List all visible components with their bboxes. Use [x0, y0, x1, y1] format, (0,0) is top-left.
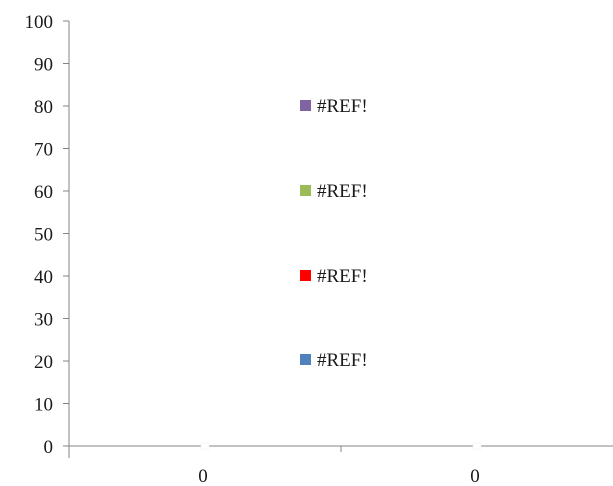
- y-tick-label: 20: [34, 352, 53, 373]
- y-tick-label: 70: [34, 140, 53, 161]
- legend-swatch: [300, 185, 311, 196]
- y-tick-label: 0: [44, 437, 54, 458]
- y-tick-label: 10: [34, 395, 53, 416]
- legend-label: #REF!: [317, 266, 368, 287]
- y-axis: 0 10 20 30 40 50 60 70 80 90 100: [25, 12, 70, 458]
- y-tick-label: 100: [25, 12, 54, 33]
- data-point-marker: [200, 442, 210, 450]
- y-tick-label: 40: [34, 267, 53, 288]
- data-point-marker: [472, 442, 482, 450]
- y-tick-label: 60: [34, 182, 53, 203]
- legend-swatch: [300, 354, 311, 365]
- legend-label: #REF!: [317, 350, 368, 371]
- x-tick-label: 0: [470, 466, 480, 486]
- legend-swatch: [300, 100, 311, 111]
- y-tick-label: 80: [34, 97, 53, 118]
- legend: #REF! #REF! #REF! #REF!: [300, 96, 368, 371]
- y-tick-label: 50: [34, 225, 53, 246]
- x-tick-label: 0: [198, 466, 208, 486]
- legend-label: #REF!: [317, 96, 368, 117]
- y-tick-label: 30: [34, 310, 53, 331]
- data-markers: [200, 442, 482, 450]
- y-tick-label: 90: [34, 55, 53, 76]
- legend-label: #REF!: [317, 181, 368, 202]
- legend-swatch: [300, 270, 311, 281]
